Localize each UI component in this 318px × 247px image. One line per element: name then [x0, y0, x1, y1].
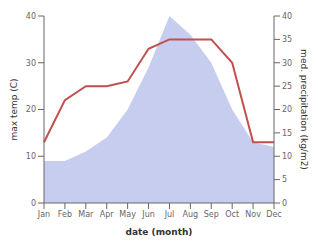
svg-text:0: 0: [282, 199, 287, 208]
svg-text:30: 30: [282, 59, 292, 68]
svg-text:25: 25: [282, 82, 292, 91]
svg-text:Jul: Jul: [164, 210, 175, 219]
svg-text:40: 40: [26, 12, 36, 21]
svg-text:20: 20: [282, 105, 292, 114]
svg-text:max temp (C): max temp (C): [9, 78, 19, 140]
svg-text:Feb: Feb: [58, 210, 72, 219]
svg-text:Oct: Oct: [225, 210, 239, 219]
svg-text:Aug: Aug: [183, 210, 199, 219]
svg-text:10: 10: [26, 152, 36, 161]
svg-text:Nov: Nov: [245, 210, 261, 219]
svg-text:40: 40: [282, 12, 292, 21]
svg-text:35: 35: [282, 35, 292, 44]
svg-text:0: 0: [31, 199, 36, 208]
svg-text:Mar: Mar: [78, 210, 94, 219]
svg-text:date (month): date (month): [126, 227, 193, 237]
svg-text:Dec: Dec: [266, 210, 281, 219]
svg-text:May: May: [119, 210, 136, 219]
svg-text:20: 20: [26, 105, 36, 114]
svg-text:10: 10: [282, 152, 292, 161]
svg-text:med. precipitation (kg/m2): med. precipitation (kg/m2): [299, 49, 309, 170]
svg-text:15: 15: [282, 129, 292, 138]
svg-text:Jan: Jan: [37, 210, 50, 219]
svg-text:30: 30: [26, 59, 36, 68]
svg-text:Jun: Jun: [141, 210, 155, 219]
svg-text:5: 5: [282, 175, 287, 184]
svg-text:Sep: Sep: [204, 210, 219, 219]
svg-text:Apr: Apr: [100, 210, 115, 219]
